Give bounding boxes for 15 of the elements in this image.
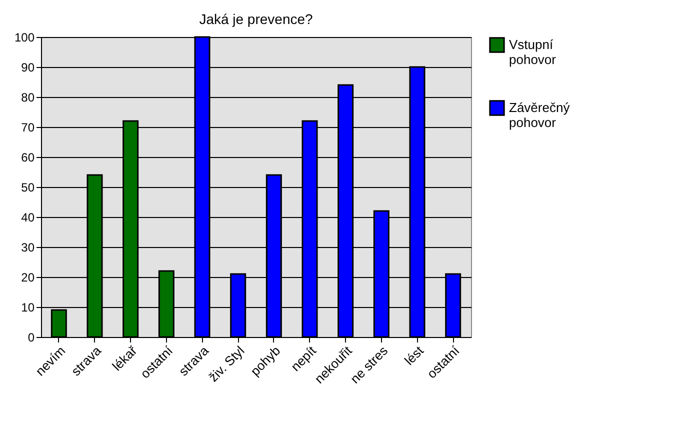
y-tick-label: 40 [21,210,35,224]
y-tick-label: 30 [21,240,35,254]
y-tick-label: 90 [21,60,35,74]
y-tick-label: 60 [21,150,35,164]
legend-label: Závěrečný pohovor [509,100,570,130]
y-tick-label: 10 [21,300,35,314]
x-tick-label: lést [402,342,427,368]
legend-label: Vstupní pohovor [509,37,557,67]
y-tick-label: 0 [28,330,35,344]
y-tick-label: 50 [21,180,35,194]
chart-title: Jaká je prevence? [199,11,314,27]
y-tick-label: 70 [21,120,35,134]
y-tick-label: 100 [14,30,35,44]
y-tick-label: 20 [21,270,35,284]
y-tick-label: 80 [21,90,35,104]
